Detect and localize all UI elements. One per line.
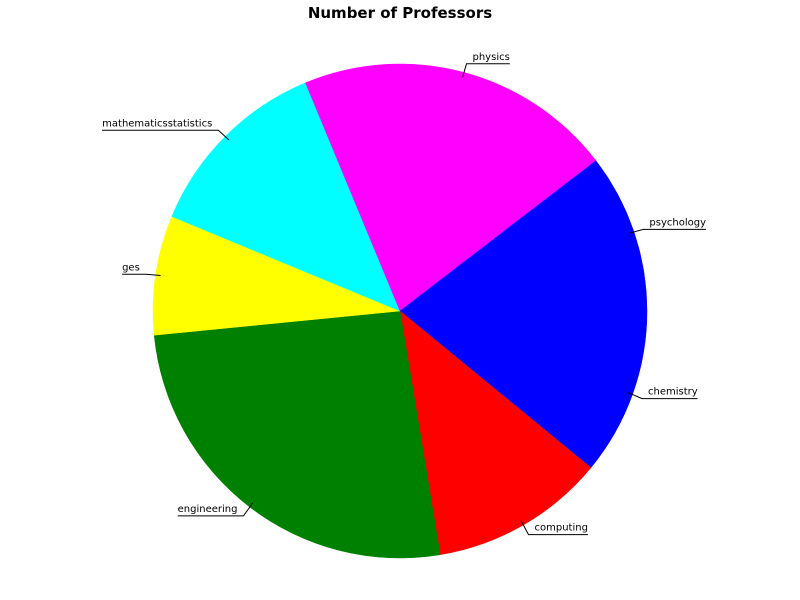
slice-labels: chemistry computing engineering ges mathemat…: [102, 52, 706, 536]
pie-slice-engineering: [153, 310, 441, 559]
leader-line-physics: [462, 63, 510, 78]
leader-line-mathematicsstatistics: [102, 129, 230, 141]
leader-line-chemistry: [627, 392, 698, 400]
slice-label-physics: physics: [473, 52, 510, 63]
leader-line-ges: [122, 273, 161, 276]
slice-label-psychology: psychology: [649, 217, 706, 228]
slice-label-mathematicsstatistics: mathematicsstatistics: [102, 118, 212, 129]
slice-label-ges: ges: [122, 262, 140, 273]
leader-line-engineering: [177, 502, 254, 517]
slice-label-chemistry: chemistry: [648, 387, 698, 398]
chart-title: Number of Professors: [308, 4, 492, 22]
slice-label-engineering: engineering: [178, 504, 238, 515]
leader-line-psychology: [629, 228, 706, 234]
slice-label-computing: computing: [535, 523, 588, 534]
leader-line-computing: [520, 520, 588, 536]
